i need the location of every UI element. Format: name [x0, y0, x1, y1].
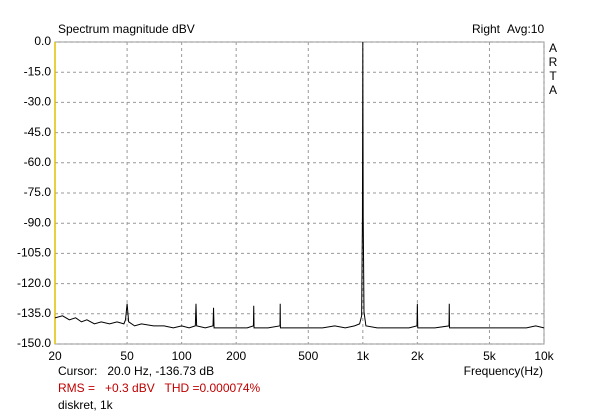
annotation: Cursor: 20.0 Hz, -136.73 dB	[58, 364, 214, 378]
y-tick-label: 0.0	[34, 34, 51, 48]
logo-letter: A	[549, 41, 557, 55]
y-tick-label: -45.0	[24, 125, 52, 139]
y-tick-label: -15.0	[24, 64, 52, 78]
y-tick-label: -150.0	[17, 336, 51, 350]
plot-area	[54, 41, 545, 345]
y-tick-label: -30.0	[24, 95, 52, 109]
averaging: Avg:10	[507, 22, 544, 36]
y-tick-label: -60.0	[24, 155, 52, 169]
x-tick-label: 100	[172, 349, 192, 363]
annotation: diskret, 1k	[58, 398, 114, 412]
logo-letter: R	[549, 55, 558, 69]
x-tick-label: 5k	[483, 349, 497, 363]
x-tick-label: 1k	[356, 349, 370, 363]
spectrum-line	[54, 41, 545, 329]
logo-letter: T	[549, 69, 557, 83]
x-tick-label: 50	[120, 349, 134, 363]
x-tick-label: 200	[226, 349, 246, 363]
x-tick-label: 20	[48, 349, 62, 363]
y-tick-label: -75.0	[24, 185, 52, 199]
y-tick-label: -135.0	[17, 306, 51, 320]
x-axis-label: Frequency(Hz)	[464, 364, 543, 378]
y-tick-label: -90.0	[24, 215, 52, 229]
annotation: RMS = +0.3 dBV THD =0.000074%	[58, 381, 261, 395]
x-tick-label: 2k	[411, 349, 425, 363]
chart-title: Spectrum magnitude dBV	[58, 22, 195, 36]
x-tick-label: 10k	[534, 349, 554, 363]
y-tick-label: -105.0	[17, 246, 51, 260]
x-tick-label: 500	[298, 349, 318, 363]
logo-letter: A	[549, 83, 557, 97]
channel: Right	[472, 22, 501, 36]
y-tick-label: -120.0	[17, 276, 51, 290]
